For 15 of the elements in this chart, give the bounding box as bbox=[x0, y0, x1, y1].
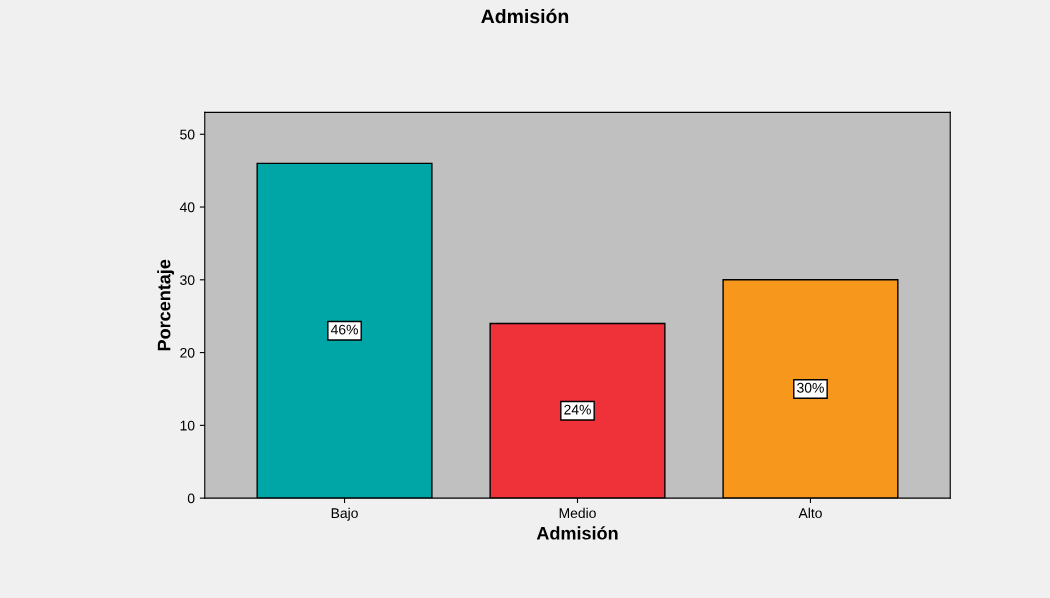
x-axis-title: Admisión bbox=[536, 526, 618, 540]
x-tick-label: Alto bbox=[798, 507, 822, 519]
x-tick-label: Medio bbox=[559, 507, 596, 519]
data-label: 30% bbox=[797, 382, 824, 393]
x-tick-label: Bajo bbox=[331, 507, 358, 521]
chart-title: Admisión bbox=[481, 8, 569, 24]
y-tick-label: 30 bbox=[180, 275, 195, 285]
y-tick-label: 50 bbox=[180, 129, 195, 140]
data-label: 46% bbox=[330, 324, 358, 335]
y-axis-title: Porcentaje bbox=[157, 259, 175, 351]
y-tick-label: 40 bbox=[179, 202, 195, 213]
y-tick-label: 20 bbox=[180, 347, 195, 358]
y-tick-label: 10 bbox=[180, 420, 195, 431]
y-tick-label: 0 bbox=[187, 493, 195, 504]
data-label: 24% bbox=[564, 404, 591, 415]
